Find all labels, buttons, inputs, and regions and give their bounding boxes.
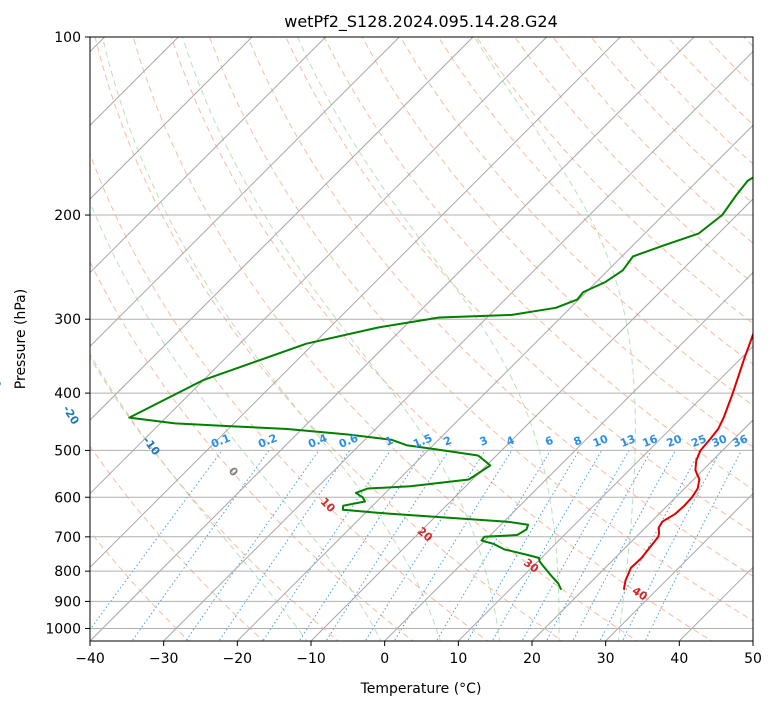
x-tick-label: −10 [296, 651, 326, 667]
mixing-ratio-label: 20 [665, 432, 684, 450]
dry-adiabat-line [90, 260, 414, 641]
isotherm-line [236, 124, 753, 641]
mixing-ratio-label: 30 [710, 432, 729, 450]
mixing-ratio-line [325, 450, 450, 641]
mixing-ratio-line [393, 450, 513, 641]
y-tick-label: 400 [54, 386, 81, 402]
mixing-ratio-line [466, 450, 580, 641]
temperature-line [622, 331, 753, 590]
y-tick-label: 300 [54, 312, 81, 328]
mixing-ratio-label: 8 [572, 434, 584, 449]
dry-adiabat-label: -30 [0, 367, 4, 391]
mixing-ratio-line [599, 450, 701, 641]
x-tick-label: −30 [149, 651, 179, 667]
y-axis-label: Pressure (hPa) [13, 289, 29, 389]
mixing-ratio-label: 36 [731, 432, 750, 450]
y-tick-label: 900 [54, 594, 81, 610]
dry-adiabat-line [323, 37, 753, 491]
x-tick-label: 10 [449, 651, 467, 667]
dry-adiabat-line [247, 37, 753, 577]
mixing-ratio-line [218, 450, 351, 641]
mixing-ratio-line [572, 450, 676, 641]
isotherm-line [90, 37, 401, 348]
isotherm-line [90, 37, 695, 641]
dry-adiabat-line [514, 37, 753, 284]
profiles [128, 176, 753, 591]
dry-adiabat-line [476, 37, 753, 325]
isotherm-line [90, 37, 474, 421]
mixing-ratio-line [262, 450, 391, 641]
mixing-ratio-line [90, 450, 223, 631]
mixing-ratio-line [298, 450, 425, 641]
x-tick-label: 30 [597, 651, 615, 667]
mixing-ratio-line [364, 450, 486, 641]
isotherm-line [383, 271, 753, 641]
mixing-ratio-label: 16 [640, 432, 659, 450]
x-tick-label: −40 [75, 651, 105, 667]
y-tick-label: 100 [54, 30, 81, 46]
y-tick-label: 600 [54, 490, 81, 506]
grid [90, 37, 753, 641]
x-tick-label: 0 [380, 651, 389, 667]
x-tick-label: 50 [744, 651, 762, 667]
isotherm-line [604, 492, 753, 641]
y-tick-label: 500 [54, 443, 81, 459]
dry-adiabat-line [399, 37, 753, 407]
isotherm-line [90, 37, 327, 274]
isotherm-line [90, 37, 622, 569]
mixing-ratio-label: 1 [383, 434, 395, 449]
x-axis-label: Temperature (°C) [360, 681, 482, 697]
isotherm-line [162, 50, 753, 641]
mixing-ratio-label: 25 [689, 432, 708, 450]
isotherm-line [90, 37, 253, 200]
mixing-ratio-label: 2 [442, 434, 454, 449]
isotherm-line [457, 345, 753, 641]
isotherm-line [90, 37, 548, 495]
y-axis: 100 200 300 400 500 600 700 800 900 1000 [45, 30, 90, 637]
isotherm-line [310, 198, 753, 641]
x-tick-label: 40 [670, 651, 688, 667]
mixing-ratio-line [621, 450, 722, 641]
chart-title: wetPf2_S128.2024.095.14.28.G24 [284, 12, 558, 32]
mixing-ratio-line [545, 450, 652, 641]
mixing-ratio-label: 3 [478, 434, 490, 449]
mixing-ratio-line [131, 450, 270, 641]
dewpoint-line [128, 176, 753, 591]
dry-adiabat-line [437, 37, 753, 365]
x-axis: −40 −30 −20 −10 0 10 20 30 40 50 [75, 641, 762, 667]
y-tick-label: 1000 [45, 621, 81, 637]
y-tick-label: 800 [54, 564, 81, 580]
isotherm-line [531, 419, 753, 641]
dry-adiabat-line [361, 37, 753, 448]
y-tick-label: 200 [54, 208, 81, 224]
mixing-ratio-line [435, 450, 552, 641]
plot-frame [89, 36, 754, 642]
mixing-ratio-label: 10 [591, 432, 610, 450]
mixing-ratio-label: 13 [618, 432, 637, 450]
moist-adiabat-line [90, 201, 382, 641]
mixing-ratio-line [185, 450, 320, 641]
y-tick-label: 700 [54, 530, 81, 546]
x-tick-label: −20 [223, 651, 253, 667]
x-tick-label: 20 [523, 651, 541, 667]
